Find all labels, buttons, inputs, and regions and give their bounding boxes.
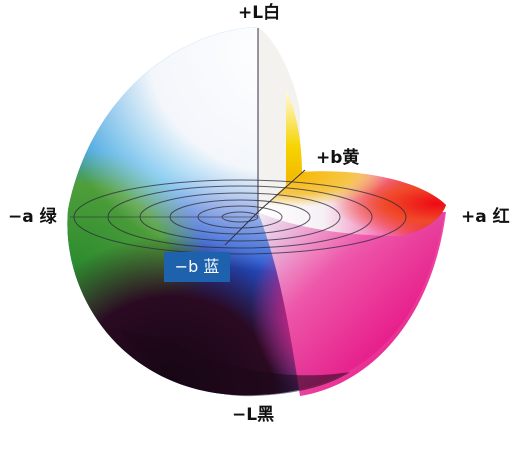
yellow-sliver <box>286 90 302 185</box>
label-minus-a-green: −a 绿 <box>8 207 57 227</box>
label-minus-b-blue: −b 蓝 <box>164 252 230 282</box>
label-plus-a-red: +a 红 <box>461 207 510 227</box>
label-plus-l-white: +L白 <box>238 3 281 23</box>
label-minus-l-black: −L黑 <box>232 405 275 425</box>
dark-bottom <box>120 330 350 397</box>
axis-lines <box>70 28 306 246</box>
magenta-face <box>258 212 446 396</box>
equator-disc-yellow <box>258 171 446 236</box>
label-plus-b-yellow: +b黄 <box>316 148 360 168</box>
